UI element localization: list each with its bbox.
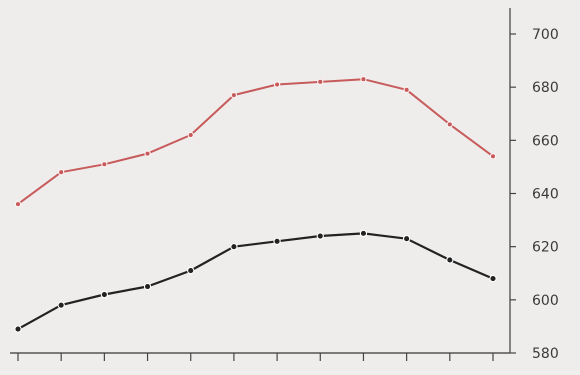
series-2-point-9 xyxy=(359,229,368,238)
series-2-point-7 xyxy=(273,237,281,245)
series-2-point-4 xyxy=(143,282,152,291)
x-axis-ticks xyxy=(17,353,494,361)
series-1-point-9 xyxy=(360,76,367,83)
series-2-point-1 xyxy=(14,325,22,333)
series-1-point-10 xyxy=(403,86,410,93)
series-line-2 xyxy=(17,232,494,331)
series-line-1 xyxy=(17,78,494,205)
series-1-point-11 xyxy=(446,121,453,128)
series-1-point-1 xyxy=(14,200,22,208)
series-1-point-7 xyxy=(273,81,281,88)
series-1-point-8 xyxy=(317,78,324,85)
y-tick-label: 620 xyxy=(532,240,559,256)
series-2-point-2 xyxy=(57,301,65,309)
series-1-point-6 xyxy=(230,91,238,99)
series-2-point-5 xyxy=(187,266,195,275)
y-tick-label: 660 xyxy=(532,133,559,149)
y-tick-label: 640 xyxy=(532,187,559,203)
y-tick-label: 700 xyxy=(532,27,559,43)
y-tick-label: 680 xyxy=(532,80,559,96)
series-2-point-3 xyxy=(100,290,109,299)
series-2-point-10 xyxy=(402,235,411,243)
series-1-point-5 xyxy=(187,131,194,139)
y-axis-ticks: 580 600 620 640 660 680 700 xyxy=(510,27,559,362)
series-1-point-3 xyxy=(101,161,108,168)
y-tick-label: 580 xyxy=(532,346,559,362)
plot-area-background xyxy=(10,8,510,353)
series-2-point-12 xyxy=(489,274,497,283)
series-2-point-6 xyxy=(230,243,238,251)
series-1-point-12 xyxy=(489,153,497,160)
series-1-point-2 xyxy=(58,169,65,176)
series-1-point-4 xyxy=(144,150,151,157)
series-2-point-11 xyxy=(446,256,454,264)
y-tick-label: 600 xyxy=(532,293,559,309)
series-2-point-8 xyxy=(316,232,324,240)
series-layer xyxy=(14,76,497,333)
